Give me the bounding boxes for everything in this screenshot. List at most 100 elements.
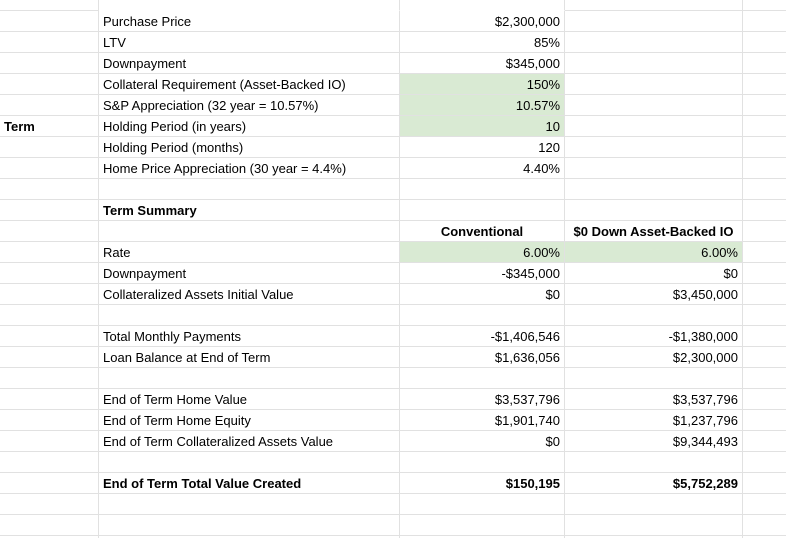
sheet-cell[interactable] <box>99 221 400 242</box>
sheet-cell[interactable] <box>99 494 400 515</box>
sheet-cell[interactable] <box>0 53 99 74</box>
sheet-cell[interactable] <box>400 452 565 473</box>
sheet-cell[interactable] <box>743 0 786 11</box>
sheet-cell[interactable] <box>0 368 99 389</box>
holding-period-months-value[interactable]: 120 <box>400 137 565 158</box>
sheet-cell[interactable] <box>743 515 786 536</box>
sheet-cell[interactable] <box>743 179 786 200</box>
sheet-cell[interactable] <box>99 179 400 200</box>
sheet-cell[interactable] <box>743 53 786 74</box>
home-price-appreciation-label[interactable]: Home Price Appreciation (30 year = 4.4%) <box>99 158 400 179</box>
sheet-cell[interactable] <box>0 494 99 515</box>
end-home-equity-conventional-value[interactable]: $1,901,740 <box>400 410 565 431</box>
collateralized-assets-initial-label[interactable]: Collateralized Assets Initial Value <box>99 284 400 305</box>
sheet-cell[interactable] <box>743 368 786 389</box>
total-value-created-label[interactable]: End of Term Total Value Created <box>99 473 400 494</box>
sheet-cell[interactable] <box>565 0 743 11</box>
sheet-cell[interactable] <box>99 515 400 536</box>
collateralized-assets-initial-conventional-value[interactable]: $0 <box>400 284 565 305</box>
sheet-cell[interactable] <box>565 452 743 473</box>
sheet-cell[interactable] <box>0 284 99 305</box>
term-summary-heading[interactable]: Term Summary <box>99 200 400 221</box>
total-value-created-conventional-value[interactable]: $150,195 <box>400 473 565 494</box>
sheet-cell[interactable] <box>99 368 400 389</box>
sheet-cell[interactable] <box>0 326 99 347</box>
sheet-cell[interactable] <box>0 452 99 473</box>
end-home-value-asset-backed-value[interactable]: $3,537,796 <box>565 389 743 410</box>
sheet-cell[interactable] <box>400 305 565 326</box>
sheet-cell[interactable] <box>565 305 743 326</box>
home-price-appreciation-value[interactable]: 4.40% <box>400 158 565 179</box>
sheet-cell[interactable] <box>0 263 99 284</box>
sheet-cell[interactable] <box>99 0 400 11</box>
sheet-cell[interactable] <box>565 116 743 137</box>
ltv-label[interactable]: LTV <box>99 32 400 53</box>
holding-period-years-label[interactable]: Holding Period (in years) <box>99 116 400 137</box>
loan-balance-label[interactable]: Loan Balance at End of Term <box>99 347 400 368</box>
sheet-cell[interactable] <box>0 221 99 242</box>
sp-appreciation-label[interactable]: S&P Appreciation (32 year = 10.57%) <box>99 95 400 116</box>
sheet-cell[interactable] <box>0 0 99 11</box>
sheet-cell[interactable] <box>0 473 99 494</box>
sheet-cell[interactable] <box>743 137 786 158</box>
sheet-cell[interactable] <box>400 494 565 515</box>
sheet-cell[interactable] <box>565 32 743 53</box>
sheet-cell[interactable] <box>565 53 743 74</box>
sheet-cell[interactable] <box>743 263 786 284</box>
sheet-cell[interactable] <box>0 242 99 263</box>
sheet-cell[interactable] <box>743 452 786 473</box>
end-home-equity-asset-backed-value[interactable]: $1,237,796 <box>565 410 743 431</box>
sheet-cell[interactable] <box>743 431 786 452</box>
sheet-cell[interactable] <box>743 200 786 221</box>
sheet-cell[interactable] <box>0 137 99 158</box>
sheet-cell[interactable] <box>0 11 99 32</box>
end-collateralized-assets-asset-backed-value[interactable]: $9,344,493 <box>565 431 743 452</box>
sheet-cell[interactable] <box>565 158 743 179</box>
sheet-cell[interactable] <box>743 305 786 326</box>
sheet-cell[interactable] <box>0 200 99 221</box>
sheet-cell[interactable] <box>400 200 565 221</box>
downpayment-conventional-value[interactable]: -$345,000 <box>400 263 565 284</box>
sheet-cell[interactable] <box>400 368 565 389</box>
purchase-price-value[interactable]: $2,300,000 <box>400 11 565 32</box>
collateral-requirement-value[interactable]: 150% <box>400 74 565 95</box>
sheet-cell[interactable] <box>743 347 786 368</box>
sheet-cell[interactable] <box>0 95 99 116</box>
total-value-created-asset-backed-value[interactable]: $5,752,289 <box>565 473 743 494</box>
rate-conventional-value[interactable]: 6.00% <box>400 242 565 263</box>
sheet-cell[interactable] <box>400 536 565 538</box>
collateral-requirement-label[interactable]: Collateral Requirement (Asset-Backed IO) <box>99 74 400 95</box>
end-home-equity-label[interactable]: End of Term Home Equity <box>99 410 400 431</box>
sheet-cell[interactable] <box>565 74 743 95</box>
loan-balance-conventional-value[interactable]: $1,636,056 <box>400 347 565 368</box>
sheet-cell[interactable] <box>565 368 743 389</box>
ltv-value[interactable]: 85% <box>400 32 565 53</box>
sheet-cell[interactable] <box>99 536 400 538</box>
loan-balance-asset-backed-value[interactable]: $2,300,000 <box>565 347 743 368</box>
purchase-price-label[interactable]: Purchase Price <box>99 11 400 32</box>
sheet-cell[interactable] <box>0 410 99 431</box>
sheet-cell[interactable] <box>565 200 743 221</box>
sheet-cell[interactable] <box>565 11 743 32</box>
total-monthly-payments-asset-backed-value[interactable]: -$1,380,000 <box>565 326 743 347</box>
sheet-cell[interactable] <box>0 179 99 200</box>
sheet-cell[interactable] <box>743 11 786 32</box>
sheet-cell[interactable] <box>400 0 565 11</box>
sheet-cell[interactable] <box>565 179 743 200</box>
end-home-value-conventional-value[interactable]: $3,537,796 <box>400 389 565 410</box>
sheet-cell[interactable] <box>565 515 743 536</box>
downpayment-asset-backed-value[interactable]: $0 <box>565 263 743 284</box>
holding-period-years-value[interactable]: 10 <box>400 116 565 137</box>
summary-downpayment-label[interactable]: Downpayment <box>99 263 400 284</box>
sheet-cell[interactable] <box>99 452 400 473</box>
sheet-cell[interactable] <box>743 494 786 515</box>
sheet-cell[interactable] <box>565 137 743 158</box>
sheet-cell[interactable] <box>743 158 786 179</box>
sheet-cell[interactable] <box>0 32 99 53</box>
downpayment-label[interactable]: Downpayment <box>99 53 400 74</box>
sheet-cell[interactable] <box>99 305 400 326</box>
total-monthly-payments-label[interactable]: Total Monthly Payments <box>99 326 400 347</box>
sheet-cell[interactable] <box>0 431 99 452</box>
term-section-label[interactable]: Term <box>0 116 99 137</box>
sheet-cell[interactable] <box>0 74 99 95</box>
